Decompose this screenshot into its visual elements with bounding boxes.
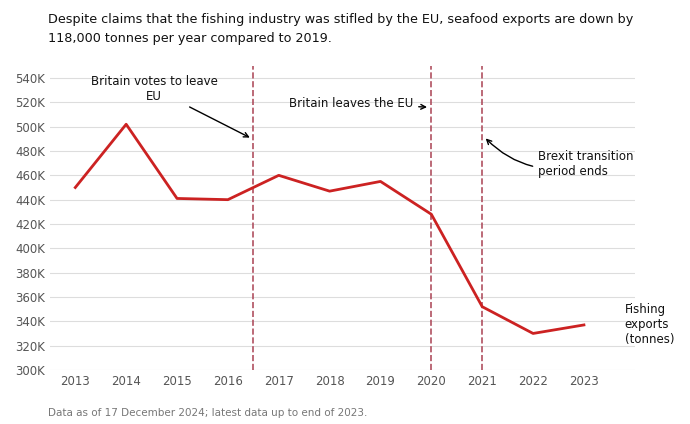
Text: Britain leaves the EU: Britain leaves the EU: [289, 97, 426, 110]
Text: Despite claims that the fishing industry was stifled by the EU, seafood exports : Despite claims that the fishing industry…: [48, 13, 633, 26]
Text: 118,000 tonnes per year compared to 2019.: 118,000 tonnes per year compared to 2019…: [48, 32, 332, 45]
Text: Fishing
exports
(tonnes): Fishing exports (tonnes): [624, 304, 674, 346]
Text: Brexit transition
period ends: Brexit transition period ends: [486, 139, 633, 179]
Text: Data as of 17 December 2024; latest data up to end of 2023.: Data as of 17 December 2024; latest data…: [48, 407, 368, 418]
Text: Britain votes to leave
EU: Britain votes to leave EU: [90, 75, 248, 137]
